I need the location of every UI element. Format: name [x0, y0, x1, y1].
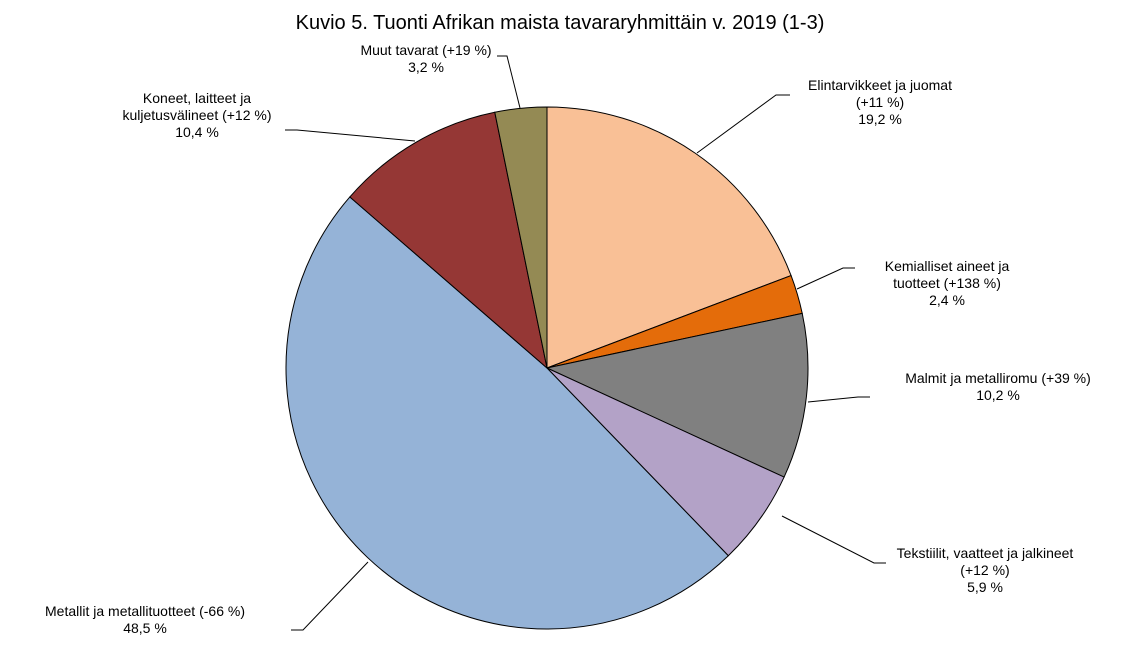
pie-slice [546, 106, 792, 369]
slice-label: Muut tavarat (+19 %) 3,2 % [326, 42, 526, 76]
pie-slice [349, 111, 548, 370]
leader-line [696, 94, 790, 154]
category-label: Tekstiilit, vaatteet ja jalkineet (+12 %… [896, 545, 1074, 578]
slice-label: Elintarvikkeet ja juomat (+11 %) 19,2 % [794, 77, 966, 128]
leader-line [285, 129, 416, 142]
slice-label: Koneet, laitteet ja kuljetusvälineet (+1… [108, 90, 286, 141]
category-label: Malmit ja metalliromu (+39 %) [905, 370, 1091, 386]
category-label: Kemialliset aineet ja tuotteet (+138 %) [884, 258, 1010, 291]
value-label: 10,4 % [175, 124, 219, 140]
pie-slice [285, 196, 730, 630]
pie-slice [545, 312, 809, 478]
value-label: 3,2 % [408, 59, 444, 75]
leader-line [497, 55, 521, 109]
leader-line [291, 561, 369, 631]
value-label: 5,9 % [967, 579, 1003, 595]
pie-slice [494, 106, 548, 369]
leader-line [781, 515, 886, 564]
category-label: Koneet, laitteet ja kuljetusvälineet (+1… [122, 90, 272, 123]
leader-line [807, 396, 870, 403]
category-label: Elintarvikkeet ja juomat (+11 %) [808, 77, 952, 110]
chart-title: Kuvio 5. Tuonti Afrikan maista tavararyh… [295, 12, 825, 34]
value-label: 19,2 % [858, 111, 902, 127]
value-label: 48,5 % [123, 620, 167, 636]
category-label: Metallit ja metallituotteet (-66 %) [45, 603, 245, 619]
value-label: 10,2 % [976, 387, 1020, 403]
slice-label: Metallit ja metallituotteet (-66 %) 48,5 … [0, 603, 295, 637]
value-label: 2,4 % [929, 292, 965, 308]
category-label: Muut tavarat (+19 %) [360, 42, 492, 58]
leader-line [796, 267, 855, 290]
slice-label: Tekstiilit, vaatteet ja jalkineet (+12 %… [890, 545, 1080, 596]
slice-label: Malmit ja metalliromu (+39 %) 10,2 % [868, 370, 1128, 404]
slice-label: Kemialliset aineet ja tuotteet (+138 %) 2… [862, 258, 1032, 309]
